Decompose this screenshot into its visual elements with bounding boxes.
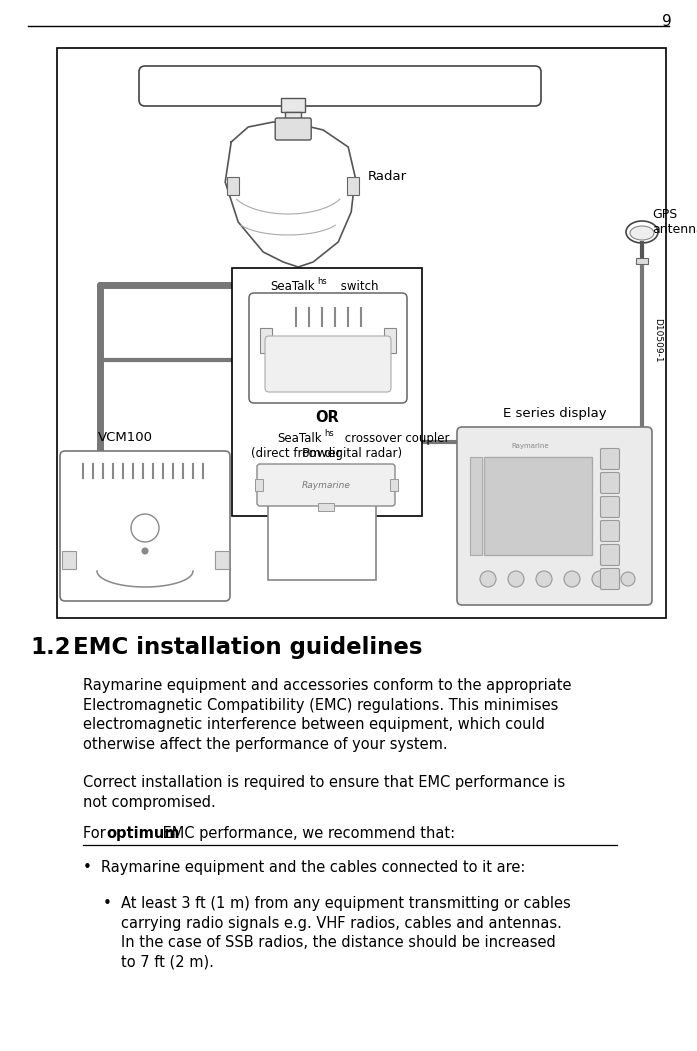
Text: hs: hs [324,429,334,438]
Bar [484,457,592,555]
Circle shape [592,571,608,588]
Text: 9: 9 [662,14,672,29]
Bar [636,257,648,264]
Text: (direct from digital radar): (direct from digital radar) [252,447,403,460]
Bar [470,457,482,555]
Bar [232,268,422,516]
Bar [227,177,239,195]
Text: EMC performance, we recommend that:: EMC performance, we recommend that: [158,826,455,841]
Bar [347,177,359,195]
Bar [384,328,396,353]
Text: crossover coupler: crossover coupler [341,432,450,445]
FancyBboxPatch shape [601,520,620,541]
Text: •: • [103,897,112,911]
FancyBboxPatch shape [457,427,652,605]
Text: Power: Power [302,447,342,460]
Text: Raymarine equipment and the cables connected to it are:: Raymarine equipment and the cables conne… [101,860,526,875]
Bar [255,479,263,491]
Text: SeaTalk: SeaTalk [277,432,322,445]
Circle shape [536,571,552,588]
Text: E series display: E series display [503,407,606,420]
FancyBboxPatch shape [139,66,541,106]
Circle shape [480,571,496,588]
Text: OR: OR [315,411,339,426]
Bar [62,551,76,569]
Polygon shape [225,122,355,267]
FancyBboxPatch shape [265,336,391,392]
FancyBboxPatch shape [601,544,620,565]
Text: Radar: Radar [368,170,407,184]
Circle shape [131,514,159,542]
Text: D10509-1: D10509-1 [654,317,663,363]
Text: At least 3 ft (1 m) from any equipment transmitting or cables
carrying radio sig: At least 3 ft (1 m) from any equipment t… [121,897,571,970]
Bar [57,48,666,618]
FancyBboxPatch shape [601,449,620,470]
Bar [285,112,301,122]
Text: optimum: optimum [106,826,180,841]
FancyBboxPatch shape [249,293,407,403]
FancyBboxPatch shape [60,451,230,601]
Circle shape [564,571,580,588]
Text: hs: hs [317,277,327,286]
FancyBboxPatch shape [257,463,395,506]
Bar [215,551,229,569]
Bar [260,328,272,353]
Circle shape [621,572,635,586]
Text: switch: switch [337,280,378,293]
Text: Correct installation is required to ensure that EMC performance is
not compromis: Correct installation is required to ensu… [83,775,565,809]
Bar [281,98,305,112]
Circle shape [142,548,148,554]
Text: Raymarine equipment and accessories conform to the appropriate
Electromagnetic C: Raymarine equipment and accessories conf… [83,678,572,751]
Ellipse shape [630,226,654,240]
Text: EMC installation guidelines: EMC installation guidelines [73,636,422,659]
Bar [318,503,334,511]
Circle shape [508,571,524,588]
FancyBboxPatch shape [275,118,311,140]
Text: SeaTalk: SeaTalk [270,280,315,293]
FancyBboxPatch shape [601,496,620,517]
Bar [390,479,398,491]
Circle shape [603,572,617,586]
FancyBboxPatch shape [601,569,620,590]
Text: GPS
antenna: GPS antenna [652,208,697,236]
Text: VCM100: VCM100 [98,431,153,444]
Ellipse shape [626,221,658,243]
Bar [268,472,376,580]
Text: 1.2: 1.2 [30,636,70,659]
Text: For: For [83,826,110,841]
Text: •: • [83,860,92,875]
Text: Raymarine: Raymarine [511,444,549,449]
Text: Raymarine: Raymarine [302,480,351,490]
FancyBboxPatch shape [601,473,620,494]
